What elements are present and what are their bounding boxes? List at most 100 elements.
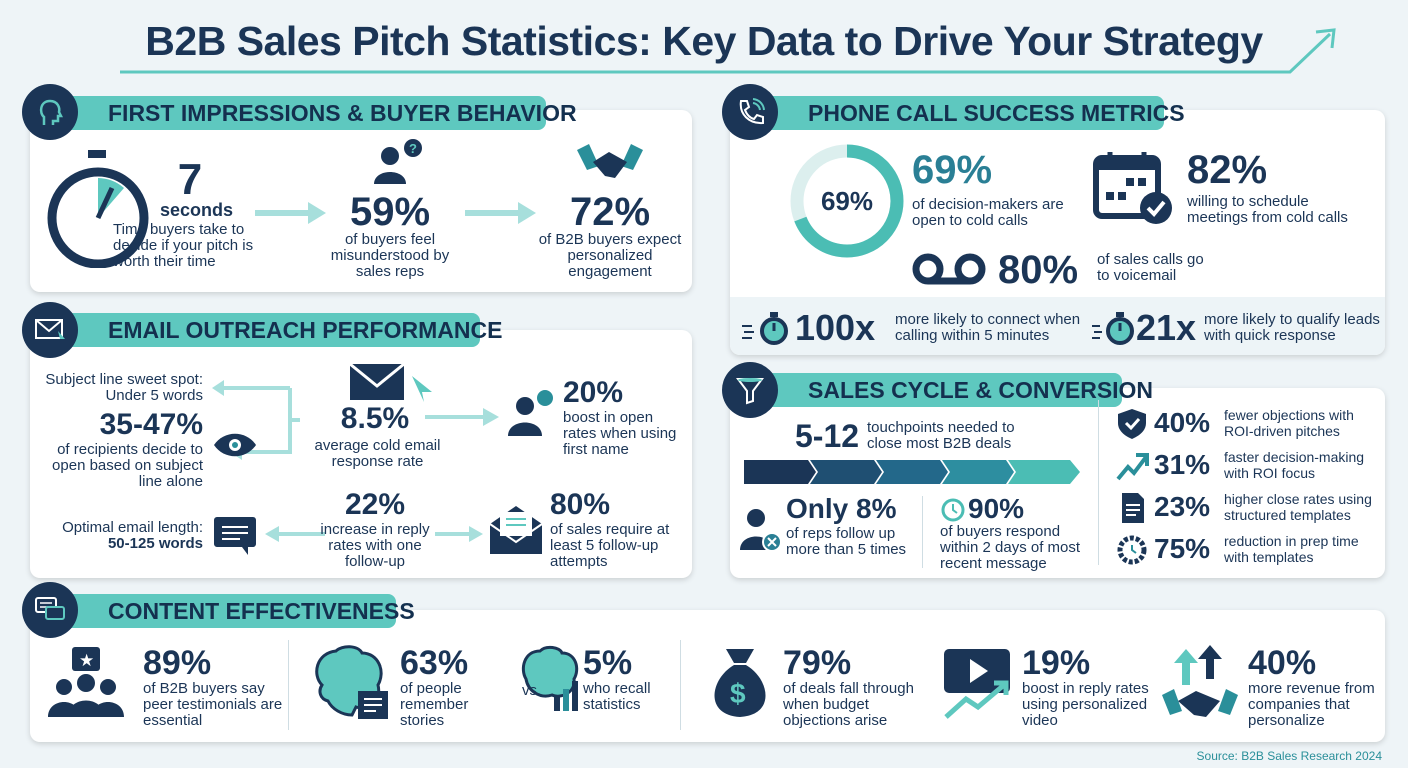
donut-arc	[790, 144, 904, 258]
schedule-text: willing to schedule meetings from cold c…	[1187, 193, 1348, 226]
qualify-text: more likely to qualify leads with quick …	[1204, 311, 1380, 344]
donut-label: 69%	[820, 186, 874, 216]
first-name-text: boost in open rates when using first nam…	[563, 409, 677, 458]
source-note: Source: B2B Sales Research 2024	[1197, 749, 1382, 763]
roi-stat-text: fewer objections with ROI-driven pitches	[1224, 407, 1354, 439]
email-length-value: 50-125 words	[107, 535, 203, 552]
arrow-icon	[255, 202, 326, 224]
touchpoints-progress-chevrons	[744, 460, 1080, 484]
email-length-label: Optimal email length:	[62, 519, 203, 536]
handshake-growth-icon	[1162, 645, 1238, 717]
person-x-icon	[740, 509, 782, 552]
decision-makers-donut	[790, 144, 904, 258]
reps-followup-text: of reps follow up more than 5 times	[786, 525, 907, 558]
speed-stopwatch-icon	[1092, 312, 1134, 345]
reps-followup-value: Only 8%	[786, 493, 897, 524]
content-stat-value: 40%	[1248, 644, 1317, 682]
person-badge-icon	[508, 390, 553, 436]
document-icon	[1122, 493, 1144, 523]
brain-chart-icon	[521, 645, 579, 711]
subject-sweet-spot: Subject line sweet spot: Under 5 words	[45, 371, 203, 404]
voicemail-icon	[912, 253, 986, 285]
personalized-text: of B2B buyers expect personalized engage…	[538, 231, 682, 280]
speed-stopwatch-icon	[742, 312, 788, 345]
email-cursor-icon	[22, 302, 78, 358]
time-text: Time buyers take to decide if your pitch…	[113, 221, 254, 270]
personalized-value: 72%	[569, 190, 651, 234]
sales-cycle-heading: SALES CYCLE & CONVERSION	[744, 373, 1153, 407]
content-stat-text: more revenue from companies that persona…	[1248, 680, 1375, 729]
touchpoints-value: 5-12	[795, 418, 860, 454]
eye-icon	[214, 433, 256, 457]
content-heading: CONTENT EFFECTIVENESS	[44, 594, 415, 628]
qualify-value: 21x	[1136, 307, 1197, 348]
divider	[1098, 400, 1099, 565]
phone-heading: PHONE CALL SUCCESS METRICS	[744, 96, 1185, 130]
followup-text: of sales require at least 5 follow-up at…	[550, 521, 670, 570]
shield-check-icon	[1118, 409, 1146, 439]
content-stat-value: 5%	[583, 644, 633, 682]
clock-icon	[941, 498, 965, 522]
roi-stat-row: 23% higher close rates using structured t…	[1112, 489, 1382, 529]
roi-stat-value: 23%	[1154, 491, 1211, 522]
svg-text:?: ?	[409, 141, 417, 156]
divider	[680, 640, 681, 730]
voicemail-text: of sales calls go to voicemail	[1097, 251, 1204, 284]
phone-icon	[722, 84, 778, 140]
arrow-icon	[465, 202, 536, 224]
phone-footer-strip	[730, 297, 1385, 355]
cold-call-open-text: of decision-makers are open to cold call…	[912, 196, 1064, 229]
followup-value: 80%	[550, 488, 611, 521]
buyers-respond-text: of buyers respond within 2 days of most …	[940, 523, 1081, 572]
roi-stat-text: reduction in prep time with templates	[1224, 533, 1359, 565]
touchpoints-text: touchpoints needed to close most B2B dea…	[867, 419, 1015, 452]
trend-up-icon	[1116, 453, 1149, 481]
brain-book-icon	[315, 645, 388, 719]
roi-stat-value: 31%	[1154, 449, 1211, 480]
handshake-icon	[577, 144, 643, 178]
roi-stat-row: 75% reduction in prep time with templates	[1112, 531, 1382, 571]
misunderstood-text: of buyers feel misunderstood by sales re…	[330, 231, 450, 280]
divider	[288, 640, 289, 730]
source-label: Source:	[1196, 749, 1238, 763]
vs-label: vs.	[522, 682, 542, 699]
chat-bubbles-icon	[22, 582, 78, 638]
stopwatch-icon	[47, 150, 149, 268]
roi-stat-text: higher close rates using structured temp…	[1224, 491, 1372, 523]
content-stat-value: 19%	[1022, 644, 1091, 682]
content-stat-text: of B2B buyers say peer testimonials are …	[143, 680, 283, 729]
group-star-icon: ★	[48, 647, 124, 717]
roi-stat-value: 40%	[1154, 407, 1211, 438]
content-stat-value: 89%	[143, 644, 212, 682]
connect-value: 100x	[795, 307, 876, 348]
page-title: B2B Sales Pitch Statistics: Key Data to …	[145, 18, 1263, 64]
time-value: 7	[177, 155, 203, 204]
voicemail-value: 80%	[998, 248, 1079, 292]
arrow-icon	[425, 408, 499, 426]
response-rate-value: 8.5%	[340, 402, 410, 435]
content-stat-text: of people remember stories	[400, 680, 469, 729]
time-unit: seconds	[160, 200, 234, 220]
email-heading: EMAIL OUTREACH PERFORMANCE	[44, 313, 502, 347]
reply-increase-value: 22%	[344, 488, 406, 521]
content-stat-value: 63%	[400, 644, 469, 682]
svg-text:★: ★	[79, 651, 94, 670]
gear-clock-icon	[1117, 535, 1147, 565]
reply-increase-text: increase in reply rates with one follow-…	[320, 521, 430, 570]
roi-stat-row: 40% fewer objections with ROI-driven pitc…	[1112, 405, 1382, 445]
chat-message-icon	[214, 517, 256, 555]
calendar-check-icon	[1093, 152, 1172, 224]
money-bag-icon: $	[714, 649, 766, 717]
source-value: B2B Sales Research 2024	[1241, 749, 1382, 763]
svg-text:$: $	[730, 678, 746, 709]
arrow-icon	[435, 526, 483, 542]
content-stat-value: 79%	[783, 644, 852, 682]
title-underline-arrow-icon	[120, 28, 1336, 74]
arrow-left-icon	[265, 526, 325, 542]
content-stat-text: boost in reply rates using personalized …	[1022, 680, 1149, 729]
roi-stat-value: 75%	[1154, 533, 1211, 564]
roi-stat-text: faster decision-making with ROI focus	[1224, 449, 1365, 481]
first-impressions-heading: FIRST IMPRESSIONS & BUYER BEHAVIOR	[44, 96, 577, 130]
first-name-value: 20%	[563, 376, 624, 409]
open-envelope-icon	[489, 506, 543, 554]
